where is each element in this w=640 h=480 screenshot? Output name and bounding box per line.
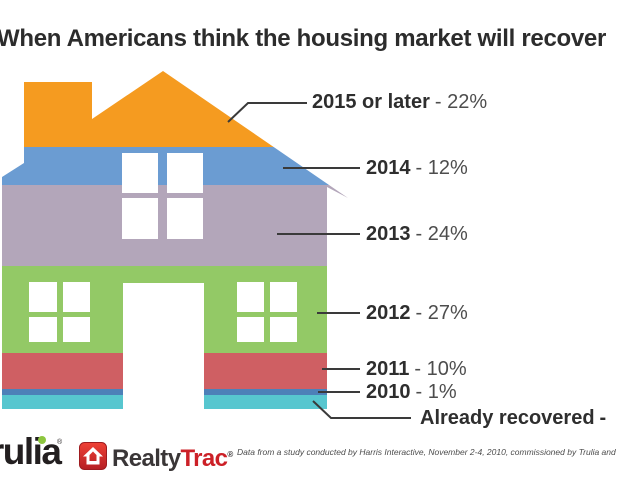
- label-2014-year: 2014: [366, 157, 411, 179]
- label-2011-value: - 10%: [414, 358, 467, 380]
- label-2012: 2012- 27%: [366, 302, 468, 324]
- door: [123, 283, 204, 409]
- upper-window: [122, 153, 203, 239]
- trulia-green-dot-icon: [38, 436, 46, 444]
- label-2015-year: 2015 or later: [312, 91, 430, 113]
- label-2015-or-later: 2015 or later - 22%: [312, 91, 487, 113]
- label-2013: 2013- 24%: [366, 223, 468, 245]
- label-2014-value: - 12%: [415, 157, 468, 179]
- data-source-note: Data from a study conducted by Harris In…: [237, 447, 616, 457]
- right-window: [237, 282, 297, 342]
- label-2012-value: - 27%: [415, 302, 468, 324]
- trulia-registered-mark: ®: [57, 439, 63, 446]
- label-2013-value: - 24%: [415, 223, 468, 245]
- realtytrac-house-icon: [79, 442, 107, 470]
- label-already-recovered: Already recovered -: [420, 407, 606, 429]
- realtytrac-logo-realty: Realty: [112, 445, 181, 472]
- label-2014: 2014- 12%: [366, 157, 468, 179]
- label-2010: 2010- 1%: [366, 381, 457, 403]
- label-2011: 2011- 10%: [366, 358, 467, 380]
- label-2010-value: - 1%: [415, 381, 457, 403]
- left-window: [29, 282, 90, 342]
- callout-line-2015: [227, 102, 307, 123]
- label-already-text: Already recovered: [420, 407, 595, 429]
- label-already-value: -: [599, 407, 607, 429]
- label-2015-value: - 22%: [434, 91, 488, 113]
- realtytrac-registered-mark: ®: [227, 450, 233, 459]
- realtytrac-logo: RealtyTrac®: [112, 445, 233, 473]
- callout-line-already-recovered: [312, 400, 411, 419]
- label-2012-year: 2012: [366, 302, 411, 324]
- house-openings: [29, 153, 297, 409]
- callout-lines: [227, 102, 411, 419]
- label-2013-year: 2013: [366, 223, 411, 245]
- trulia-logo: trulia: [0, 431, 62, 472]
- realtytrac-logo-trac: Trac: [180, 445, 228, 472]
- chart-title: When Americans think the housing market …: [0, 25, 606, 52]
- label-2010-year: 2010: [366, 381, 411, 403]
- label-2011-year: 2011: [366, 358, 410, 380]
